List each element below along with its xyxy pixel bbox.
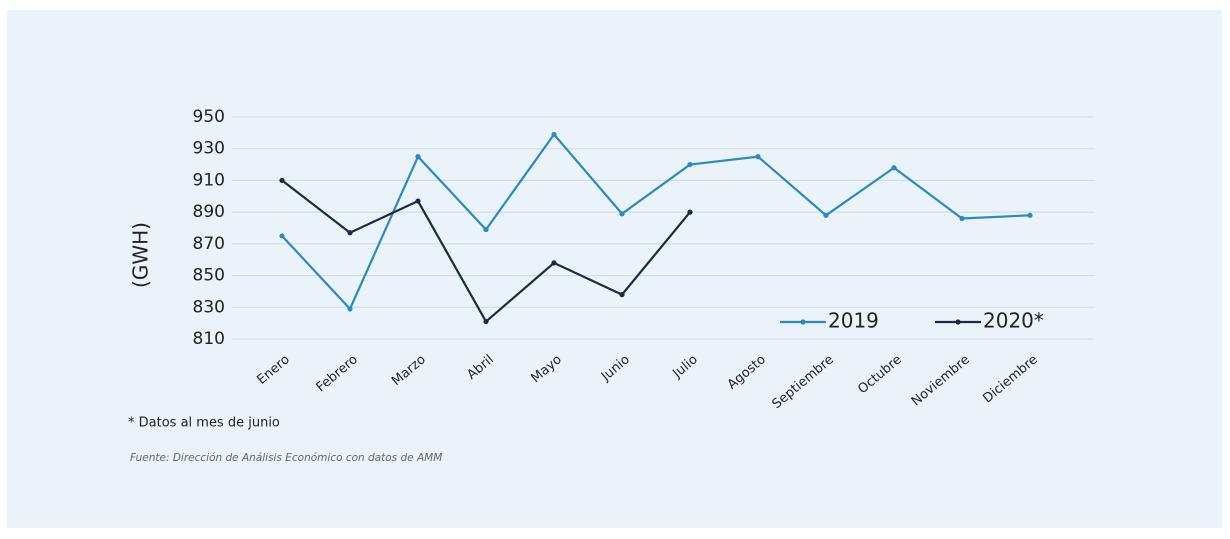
data-point <box>891 165 897 171</box>
data-point <box>755 154 761 160</box>
data-point <box>687 161 693 168</box>
data-point <box>483 318 489 325</box>
data-point <box>823 212 829 218</box>
y-tick-label: 910 <box>193 170 225 190</box>
source: Fuente: Dirección de Análisis Económico … <box>130 452 442 464</box>
y-tick-label: 810 <box>193 329 225 349</box>
y-tick-label: 830 <box>193 297 225 317</box>
y-tick-label: 930 <box>193 139 225 159</box>
data-point <box>1027 212 1033 218</box>
y-tick-label: 890 <box>193 202 225 222</box>
data-point <box>415 198 421 204</box>
data-point <box>347 230 353 236</box>
y-axis-label: (GWH) <box>129 222 153 288</box>
data-point <box>551 131 557 138</box>
data-point <box>959 215 965 222</box>
data-point <box>483 226 489 233</box>
data-point <box>415 154 421 160</box>
data-point <box>619 292 625 298</box>
data-point <box>619 211 625 217</box>
data-point <box>687 209 693 215</box>
legend-label: 2020* <box>983 309 1044 333</box>
series-line <box>281 132 1031 311</box>
legend-marker <box>800 319 806 325</box>
data-point <box>347 306 353 312</box>
legend-label: 2019 <box>828 309 879 333</box>
note: * Datos al mes de junio <box>128 416 280 431</box>
y-tick-label: 950 <box>193 107 225 127</box>
data-point <box>279 233 285 239</box>
panel <box>7 10 1222 528</box>
y-tick-label: 870 <box>193 234 225 254</box>
y-tick-label: 850 <box>193 266 225 286</box>
legend-marker <box>955 319 961 325</box>
data-point <box>551 260 557 266</box>
data-point <box>279 177 285 184</box>
